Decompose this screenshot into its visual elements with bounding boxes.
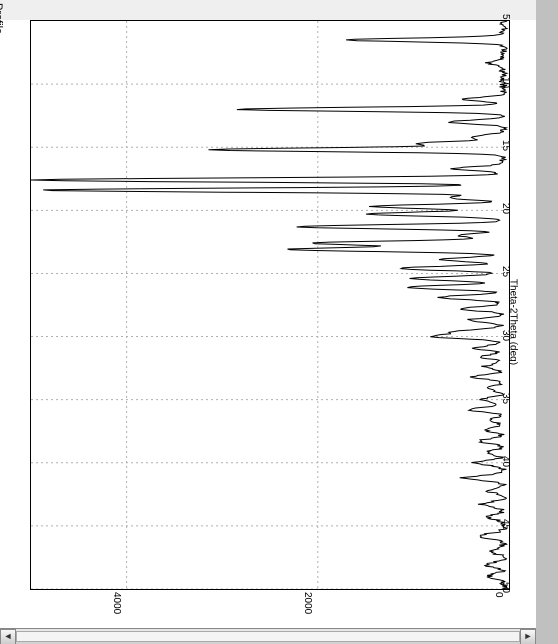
scroll-left-button[interactable]: ◄ xyxy=(0,629,16,644)
angle-tick-label: 45 xyxy=(500,519,511,530)
intensity-tick-label: 4000 xyxy=(111,592,122,614)
angle-tick-label: 40 xyxy=(500,456,511,467)
angle-tick-label: 35 xyxy=(500,393,511,404)
angle-tick-label: 10 xyxy=(500,77,511,88)
scrollbar[interactable]: ◄ ► xyxy=(0,628,536,644)
angle-tick-label: 25 xyxy=(500,266,511,277)
scroll-track[interactable] xyxy=(16,631,520,642)
angle-tick-label: 15 xyxy=(500,140,511,151)
plot-svg xyxy=(31,21,509,589)
angle-tick-label: 5 xyxy=(500,14,511,20)
scroll-right-button[interactable]: ► xyxy=(520,629,536,644)
top-band: Profile xyxy=(0,0,536,20)
profile-label: Profile xyxy=(0,3,4,34)
angle-tick-label: 20 xyxy=(500,203,511,214)
xrd-plot xyxy=(30,20,510,590)
angle-tick-label: 30 xyxy=(500,330,511,341)
intensity-tick-label: 0 xyxy=(493,592,504,598)
right-strip: Theta-2Theta (deg) xyxy=(536,0,558,644)
intensity-tick-label: 2000 xyxy=(302,592,313,614)
window: Profile Theta-2Theta (deg) 5 10 15 20 25 30 35… xyxy=(0,0,558,644)
